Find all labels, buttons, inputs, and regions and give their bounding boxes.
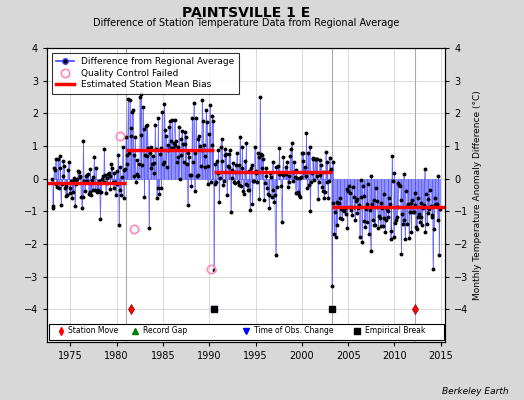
Y-axis label: Monthly Temperature Anomaly Difference (°C): Monthly Temperature Anomaly Difference (… <box>473 90 482 300</box>
Text: Station Move: Station Move <box>69 326 119 335</box>
Text: Difference of Station Temperature Data from Regional Average: Difference of Station Temperature Data f… <box>93 18 399 28</box>
Bar <box>49 324 443 340</box>
Legend: Difference from Regional Average, Quality Control Failed, Estimated Station Mean: Difference from Regional Average, Qualit… <box>52 52 239 94</box>
Text: Time of Obs. Change: Time of Obs. Change <box>254 326 333 335</box>
Text: Empirical Break: Empirical Break <box>365 326 425 335</box>
Text: Record Gap: Record Gap <box>143 326 187 335</box>
Text: PAINTSVILLE 1 E: PAINTSVILLE 1 E <box>182 6 310 20</box>
Text: Berkeley Earth: Berkeley Earth <box>442 387 508 396</box>
